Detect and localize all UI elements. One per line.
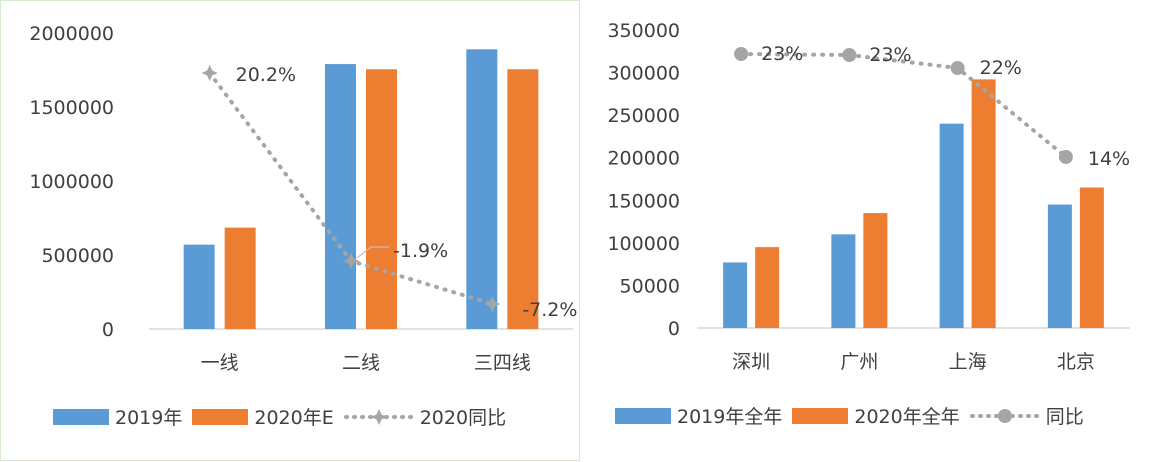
legend-swatch-orange: [192, 408, 249, 425]
right-chart-panel: 350000 300000 250000 200000 150000 100000 5000…: [582, 0, 1163, 461]
x-category-label: 二线: [342, 352, 380, 374]
y-tick-label: 100000: [607, 233, 680, 255]
bar-blue: [325, 64, 356, 329]
legend-item-2019: 2019年: [53, 403, 182, 430]
y-tick-label: 200000: [607, 148, 680, 170]
legend-item-yoy: 同比: [969, 402, 1084, 429]
legend-label-2020-full: 2020年全年: [854, 406, 960, 428]
bar-blue: [723, 262, 748, 328]
legend-swatch-blue: [53, 408, 109, 425]
legend-label-2019-full: 2019年全年: [677, 406, 783, 428]
y-tick-label: 0: [668, 318, 680, 340]
yoy-marker-star: [201, 65, 218, 81]
bar-orange: [1079, 187, 1104, 328]
legend-item-2019-full: 2019年全年: [615, 402, 782, 429]
yoy-data-label: 23%: [761, 43, 803, 65]
y-tick-label: 350000: [607, 20, 680, 42]
bar-orange: [863, 213, 888, 328]
yoy-data-label: 20.2%: [236, 64, 296, 86]
x-category-label: 三四线: [474, 352, 531, 374]
left-chart-panel: 2000000 1500000 1000000 500000 0 一线 二线 三四线 20.2%…: [0, 0, 580, 461]
legend-line-marker-star: [343, 408, 414, 425]
bar-blue: [183, 244, 215, 329]
y-tick-label: 50000: [620, 275, 680, 297]
legend-swatch-blue: [615, 407, 671, 424]
yoy-marker-circle: [734, 47, 749, 61]
legend-item-2020-full: 2020年全年: [792, 402, 960, 429]
y-tick-label: 500000: [41, 245, 114, 267]
y-tick-label: 300000: [607, 63, 680, 85]
bar-blue: [466, 49, 498, 329]
legend-swatch-orange: [792, 407, 849, 424]
x-category-label: 北京: [1057, 351, 1095, 373]
y-tick-label: 250000: [607, 105, 680, 127]
bar-orange: [507, 69, 539, 329]
legend-label-2020e: 2020年E: [254, 407, 334, 429]
x-category-label: 一线: [201, 352, 239, 374]
y-tick-label: 0: [102, 319, 114, 341]
yoy-data-label: -1.9%: [393, 240, 448, 262]
right-legend: 2019年全年 2020年全年 同比: [615, 402, 1084, 429]
bar-orange: [971, 79, 996, 328]
yoy-data-label: 14%: [1088, 148, 1130, 170]
yoy-marker-star: [343, 253, 359, 269]
left-legend: 2019年 2020年E 2020同比: [53, 403, 506, 430]
bar-orange: [366, 69, 397, 329]
legend-label-2020-yoy: 2020同比: [419, 407, 507, 429]
bar-blue: [1047, 204, 1072, 328]
bar-blue: [831, 234, 856, 328]
left-chart-svg: 2000000 1500000 1000000 500000 0 一线 二线 三四线 20.2%…: [29, 23, 577, 374]
legend-line-marker-circle: [969, 408, 1040, 423]
yoy-line: [739, 52, 1068, 159]
bar-blue: [939, 123, 964, 329]
yoy-marker-star: [484, 296, 501, 312]
yoy-marker-circle: [1058, 150, 1073, 164]
label-leader-line: [356, 246, 389, 259]
yoy-data-label: 22%: [980, 57, 1022, 79]
y-tick-label: 1000000: [29, 171, 114, 193]
x-category-label: 广州: [840, 351, 878, 373]
y-tick-label: 1500000: [29, 97, 114, 119]
right-chart-svg: 350000 300000 250000 200000 150000 100000 5000…: [607, 20, 1130, 373]
yoy-marker-circle: [842, 48, 857, 62]
bar-orange: [755, 247, 780, 328]
x-category-label: 深圳: [732, 351, 770, 373]
yoy-marker-circle: [950, 61, 965, 75]
bar-orange: [224, 227, 256, 329]
yoy-data-label: 23%: [869, 44, 911, 66]
y-tick-label: 150000: [607, 190, 680, 212]
yoy-data-label: -7.2%: [522, 299, 577, 321]
y-tick-label: 2000000: [29, 23, 114, 45]
x-category-label: 上海: [949, 351, 987, 373]
legend-item-2020e: 2020年E: [192, 403, 334, 430]
legend-label-2019: 2019年: [115, 407, 183, 429]
legend-label-yoy: 同比: [1045, 406, 1084, 428]
legend-item-2020-yoy: 2020同比: [343, 403, 507, 430]
